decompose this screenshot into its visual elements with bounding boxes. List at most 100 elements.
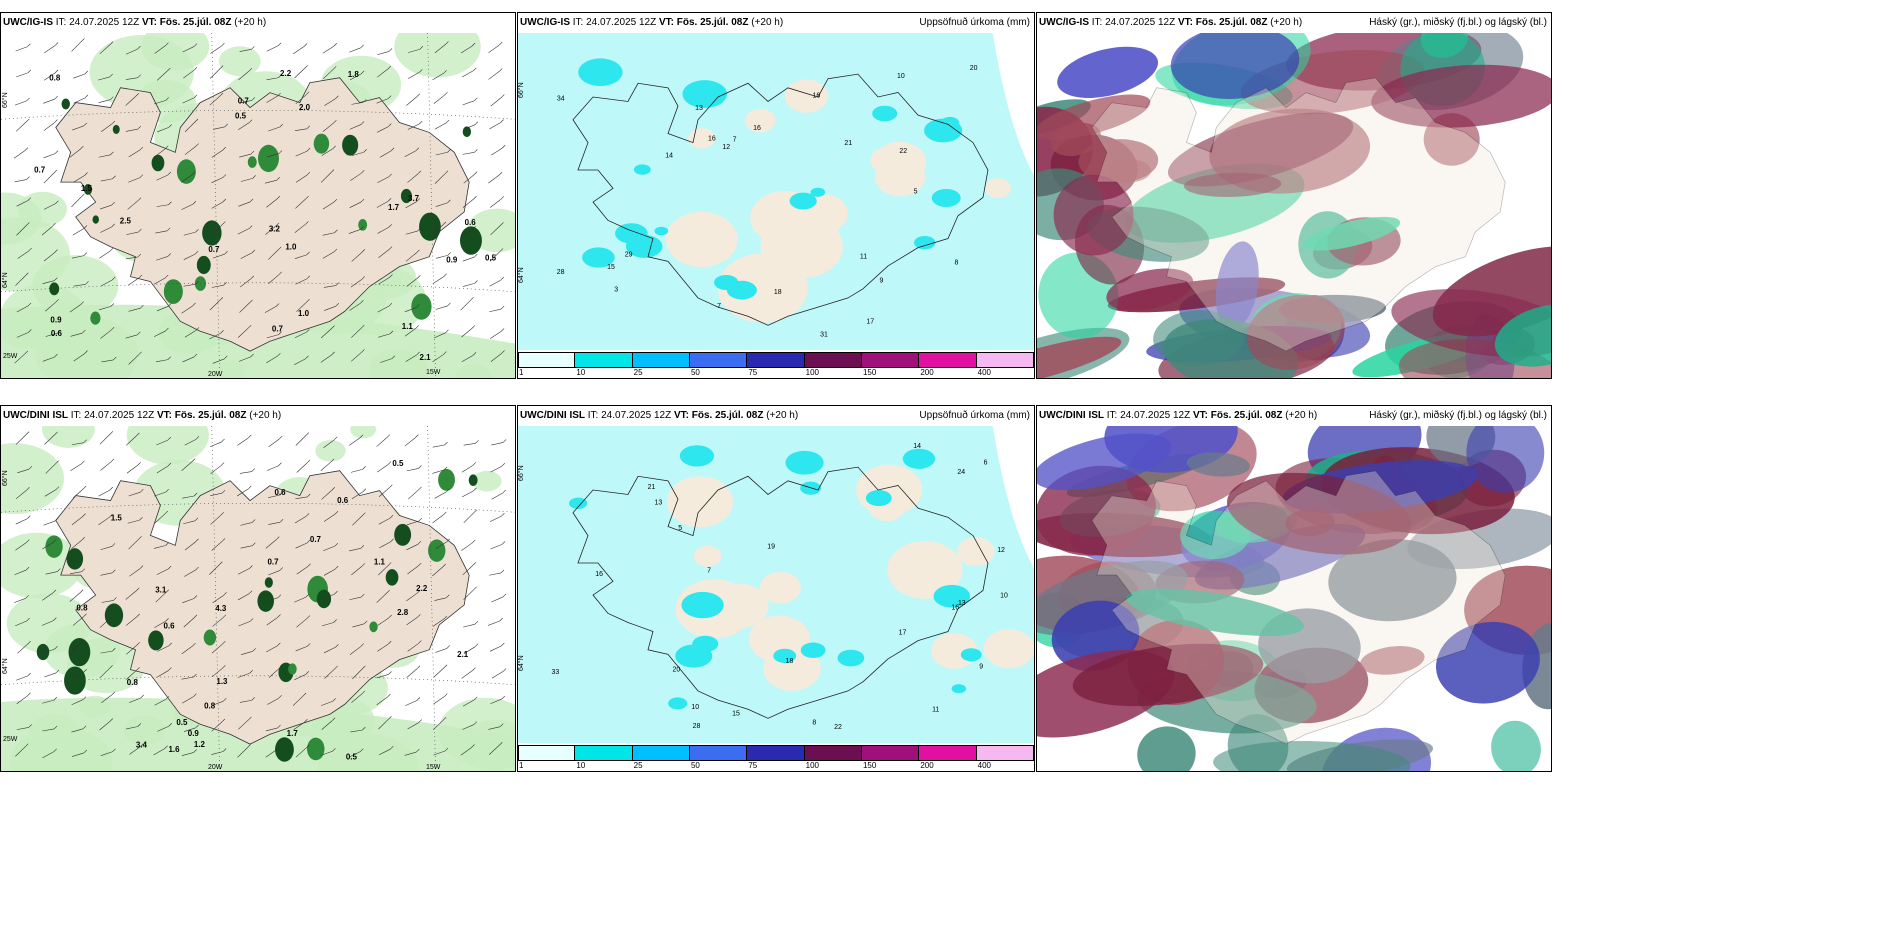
lat-label-66n: 66°N	[518, 82, 525, 98]
lon-label-15w: 15W	[426, 764, 441, 771]
precip-value-label: 10	[1000, 593, 1008, 600]
precip-map: 12 10 5 11 7 13 16 19 20 18 22 21 24 28 33 14 10 15 13 16 17…	[518, 426, 1034, 743]
lat-label-64n: 64°N	[2, 272, 9, 288]
precip-value-label: 17	[866, 319, 874, 326]
precip-value-label: 13	[958, 600, 966, 607]
precip-value-label: 0.8	[49, 74, 61, 83]
precip-value-label: 7	[733, 137, 737, 144]
colorbar-swatch	[862, 745, 920, 761]
precip-value-label: 0.9	[446, 256, 458, 265]
precip-value-label: 11	[932, 707, 939, 714]
precip-value-label: 2.2	[280, 69, 292, 78]
precip-value-label: 0.6	[465, 218, 477, 227]
precip-value-label: 9	[979, 664, 983, 671]
colorbar-swatch	[690, 745, 748, 761]
colorbar-tick-label: 100	[805, 761, 820, 770]
precip-value-label: 3.4	[136, 741, 148, 750]
precip-value-label: 12	[722, 144, 730, 151]
lat-label-64n: 64°N	[2, 658, 9, 674]
precip-value-label: 0.5	[485, 254, 497, 263]
precip-value-label: 21	[844, 140, 852, 147]
precip-value-label: 7	[717, 303, 721, 310]
precip-value-label: 1.7	[388, 203, 400, 212]
precip-value-label: 0.6	[163, 622, 175, 631]
colorbar-tick-label: 200	[920, 761, 934, 770]
cloud-map	[1037, 33, 1551, 378]
precip-value-label: 0.9	[50, 315, 62, 324]
precip-colorbar: 1 10 25 50 75 100 150 200 400	[518, 743, 1034, 771]
precip-value-label: 14	[913, 443, 921, 450]
precip-value-label: 18	[785, 658, 793, 665]
lat-label-64n: 64°N	[518, 655, 525, 671]
precip-value-label: 10	[897, 73, 905, 80]
colorbar-swatch	[747, 352, 805, 368]
precip-value-label: 15	[732, 711, 740, 718]
lon-label-25w: 25W	[3, 736, 18, 743]
precip-value-label: 1.1	[374, 558, 386, 567]
precip-value-label: 22	[834, 724, 842, 731]
panel-header: UWC/IG-IS IT: 24.07.2025 12Z VT: Fös. 25…	[518, 13, 1034, 33]
colorbar-tick-label: 10	[576, 368, 586, 377]
colorbar-swatch	[690, 352, 748, 368]
panel-header: UWC/IG-IS IT: 24.07.2025 12Z VT: Fös. 25…	[1, 13, 515, 33]
colorbar-swatch	[919, 352, 977, 368]
precip-value-label: 5	[914, 188, 918, 195]
colorbar-tick-label: 50	[690, 761, 700, 770]
precip-value-label: 2.5	[120, 216, 132, 225]
colorbar-tick-label: 150	[862, 761, 877, 770]
panel-header: UWC/DINI ISL IT: 24.07.2025 12Z VT: Fös.…	[518, 406, 1034, 426]
lat-label-66n: 66°N	[2, 92, 9, 108]
precip-value-label: 0.9	[188, 729, 200, 738]
colorbar-swatch	[575, 352, 633, 368]
precip-value-label: 24	[957, 469, 965, 476]
colorbar-swatch	[804, 745, 862, 761]
panel-accum-precip-igis: UWC/IG-IS IT: 24.07.2025 12Z VT: Fös. 25…	[517, 12, 1035, 379]
precip-value-label: 2.0	[299, 103, 311, 112]
panel-wind-precip-dini: UWC/DINI ISL IT: 24.07.2025 12Z VT: Fös.…	[0, 405, 516, 772]
precip-value-label: 1.8	[348, 70, 360, 79]
colorbar-swatch	[919, 745, 977, 761]
precip-value-label: 0.7	[238, 97, 250, 106]
cloud-map	[1037, 426, 1551, 771]
precip-map: 12 10 7 14 16 5 7 3 8 9 11 18 16 20 28 17 13 22 21 16 29 15 31…	[518, 33, 1034, 350]
precip-value-label: 12	[997, 547, 1005, 554]
precip-value-label: 0.6	[51, 329, 63, 338]
precip-value-label: 15	[607, 264, 615, 271]
precip-value-label: 29	[625, 251, 633, 258]
precip-value-label: 3	[614, 286, 618, 293]
precip-value-label: 9	[880, 277, 884, 284]
precip-value-label: 19	[767, 544, 775, 551]
panel-header: UWC/DINI ISL IT: 24.07.2025 12Z VT: Fös.…	[1, 406, 515, 426]
precip-value-label: 16	[753, 125, 761, 132]
precip-value-label: 1.3	[216, 677, 228, 686]
precip-value-label: 0.7	[272, 325, 284, 334]
precip-value-label: 18	[774, 289, 782, 296]
precip-value-label: 1.5	[81, 184, 93, 193]
precip-value-label: 20	[673, 666, 681, 673]
colorbar-tick-label: 50	[690, 368, 700, 377]
colorbar-tick-label: 100	[805, 368, 820, 377]
precip-value-label: 13	[654, 500, 662, 507]
precip-value-label: 20	[970, 65, 978, 72]
colorbar-swatch	[518, 352, 576, 368]
precip-value-label: 1.7	[287, 729, 299, 738]
precip-value-label: 2.2	[416, 584, 428, 593]
precip-value-label: 0.7	[34, 166, 46, 175]
precip-value-label: 8	[812, 720, 816, 727]
colorbar-tick-label: 1	[519, 368, 524, 377]
colorbar-swatch	[575, 745, 633, 761]
precip-value-label: 2.1	[420, 353, 432, 362]
precip-value-label: 34	[557, 96, 565, 103]
panel-clouds-igis: UWC/IG-IS IT: 24.07.2025 12Z VT: Fös. 25…	[1036, 12, 1552, 379]
precip-value-label: 16	[595, 571, 603, 578]
precip-value-label: 8	[955, 259, 959, 266]
colorbar-swatch	[804, 352, 862, 368]
precip-value-label: 2.1	[457, 650, 469, 659]
precip-value-label: 1.5	[111, 514, 123, 523]
precip-value-label: 2.8	[397, 608, 409, 617]
lon-label-15w: 15W	[426, 369, 441, 376]
precip-value-label: 3.1	[155, 586, 167, 595]
precip-value-label: 10	[691, 704, 699, 711]
precip-value-label: 16	[708, 135, 716, 142]
precip-value-label: 5	[678, 525, 682, 532]
